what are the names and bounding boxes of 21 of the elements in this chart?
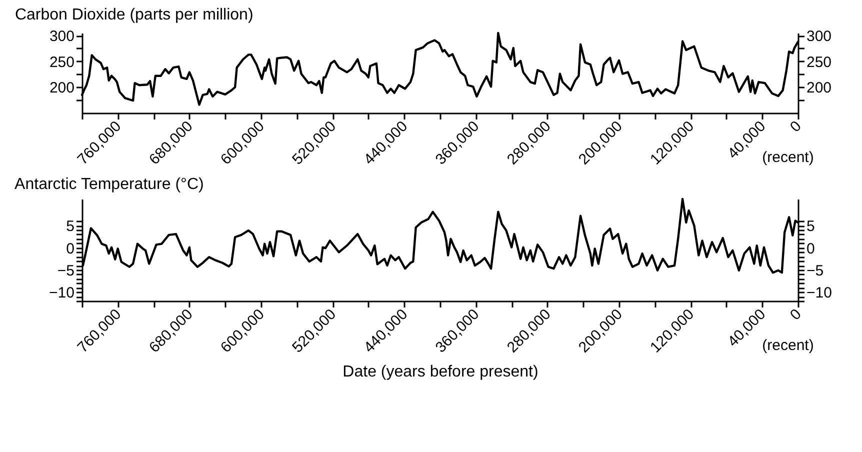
x-tick-label: 0 (786, 118, 805, 136)
y-tick-label: 300 (49, 28, 74, 46)
chart-title: Carbon Dioxide (parts per million) (14, 6, 254, 24)
y-tick-label: 250 (49, 54, 74, 71)
y-tick-label: 0 (66, 240, 74, 258)
chart-title: Antarctic Temperature (°C) (14, 176, 204, 193)
y-tick-label: 5 (66, 218, 74, 236)
text: (recent) (762, 337, 814, 354)
y2-tick-label: 300 (806, 28, 832, 46)
y2-tick-label: 5 (806, 218, 815, 236)
y2-tick-label: 0 (806, 240, 815, 258)
y2-tick-label: 250 (806, 54, 832, 71)
y-tick-label: −10 (49, 284, 74, 302)
text: (recent) (762, 149, 814, 166)
y2-tick-label: −5 (806, 262, 824, 280)
x-tick-label: 0 (786, 306, 805, 324)
y2-tick-label: 200 (806, 80, 832, 97)
y2-tick-label: −10 (806, 284, 832, 302)
y-tick-label: 200 (49, 80, 74, 97)
y-tick-label: −5 (57, 262, 74, 280)
x-axis-title: Date (years before present) (342, 363, 538, 380)
